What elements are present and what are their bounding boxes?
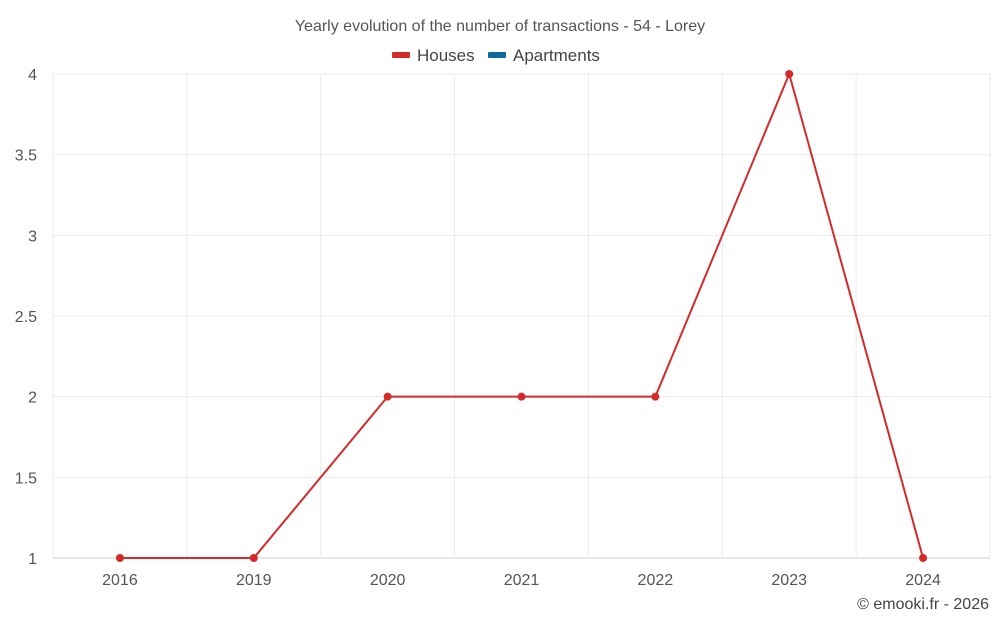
data-point[interactable] [517, 392, 526, 401]
x-tick-label: 2023 [771, 572, 807, 589]
legend-item-houses[interactable]: Houses [392, 46, 475, 65]
chart-title: Yearly evolution of the number of transa… [295, 18, 705, 35]
legend: Houses Apartments [392, 46, 600, 65]
grid [52, 73, 991, 559]
y-tick-label: 3 [28, 228, 37, 245]
x-tick-label: 2022 [638, 572, 674, 589]
y-tick-label: 1 [28, 551, 37, 568]
y-tick-label: 4 [28, 67, 37, 84]
data-point[interactable] [249, 554, 258, 562]
y-tick-label: 1.5 [15, 470, 37, 487]
legend-label: Houses [417, 46, 475, 65]
legend-swatch [488, 52, 506, 58]
x-axis: 2016 2019 2020 2021 2022 2023 2024 [102, 572, 941, 589]
y-axis: 1 1.5 2 2.5 3 3.5 4 [15, 67, 37, 568]
x-tick-label: 2016 [102, 572, 138, 589]
data-point[interactable] [651, 392, 660, 401]
series-layer [115, 70, 928, 562]
legend-swatch [392, 52, 410, 58]
x-tick-label: 2024 [905, 572, 941, 589]
y-tick-label: 2 [28, 390, 37, 407]
x-tick-label: 2019 [236, 572, 272, 589]
data-point[interactable] [383, 392, 392, 401]
data-point[interactable] [785, 70, 794, 78]
y-tick-label: 2.5 [15, 309, 37, 326]
y-tick-label: 3.5 [15, 148, 37, 165]
credit-text: © emooki.fr - 2026 [857, 596, 989, 613]
data-point[interactable] [919, 554, 928, 562]
x-tick-label: 2021 [504, 572, 540, 589]
legend-label: Apartments [513, 46, 600, 65]
x-tick-label: 2020 [370, 572, 406, 589]
legend-item-apartments[interactable]: Apartments [488, 46, 600, 65]
data-point[interactable] [115, 554, 124, 562]
